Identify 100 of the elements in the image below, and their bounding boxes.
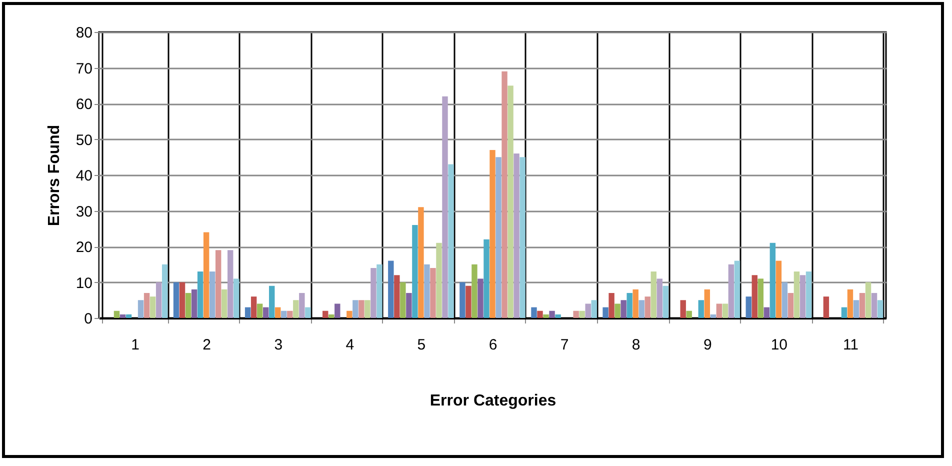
bar — [460, 282, 466, 318]
bar — [215, 250, 222, 318]
bar — [520, 157, 526, 318]
bar — [203, 232, 210, 318]
bar — [508, 86, 514, 318]
bar — [746, 296, 752, 318]
x-tick-label: 2 — [202, 336, 211, 354]
y-tick-label: 20 — [76, 239, 92, 256]
bar — [173, 282, 180, 318]
bar — [847, 289, 854, 318]
bar — [293, 300, 299, 318]
bar — [394, 275, 400, 318]
y-tick-label: 80 — [76, 24, 92, 42]
bar — [228, 250, 234, 318]
bar — [579, 310, 585, 318]
bar — [871, 292, 878, 318]
bar — [256, 304, 263, 318]
bar — [656, 278, 662, 318]
bar — [179, 282, 186, 318]
bar — [632, 289, 638, 318]
y-tick-label: 10 — [76, 274, 92, 292]
bar — [120, 314, 126, 318]
bar — [346, 310, 352, 318]
bar — [823, 296, 830, 318]
y-axis-title: Errors Found — [46, 124, 63, 226]
bar — [752, 275, 758, 318]
bar — [244, 307, 251, 318]
bar — [156, 282, 162, 318]
bar — [585, 304, 591, 318]
bar — [686, 310, 692, 318]
bar — [496, 157, 502, 318]
bar — [406, 292, 412, 318]
bar — [138, 300, 144, 318]
y-tick-label: 30 — [76, 203, 92, 220]
bar — [680, 300, 686, 318]
bar — [806, 272, 812, 318]
bar — [865, 282, 872, 318]
bar — [650, 272, 656, 318]
x-tick-label: 7 — [560, 336, 569, 354]
bar — [788, 292, 794, 318]
bar — [430, 268, 436, 318]
bar — [698, 300, 704, 318]
bar — [853, 300, 860, 318]
bar — [555, 314, 561, 318]
bar — [537, 310, 543, 318]
x-tick-label: 6 — [488, 336, 498, 354]
bar — [704, 289, 710, 318]
bar — [268, 286, 275, 318]
bar — [794, 272, 800, 318]
bar — [185, 292, 192, 318]
bar — [728, 264, 734, 318]
bar — [358, 300, 364, 318]
x-tick-label: 11 — [842, 336, 859, 354]
bar — [234, 278, 240, 318]
bar — [608, 292, 614, 318]
bar — [758, 278, 764, 318]
bar — [162, 264, 168, 318]
x-tick-label: 5 — [417, 336, 426, 354]
bar — [305, 307, 311, 318]
bar — [448, 164, 454, 318]
bar — [388, 260, 394, 318]
bar — [209, 272, 216, 318]
bar — [191, 289, 198, 318]
bar — [710, 314, 716, 318]
bar — [478, 278, 484, 318]
y-tick-label: 70 — [76, 60, 92, 78]
bar — [490, 150, 496, 318]
bar — [400, 282, 406, 318]
x-tick-label: 4 — [346, 336, 354, 354]
y-tick-label: 60 — [76, 96, 92, 113]
bar — [502, 71, 508, 318]
bar — [770, 242, 776, 318]
bar — [877, 300, 884, 318]
bar — [734, 260, 740, 318]
y-tick-label: 40 — [76, 168, 92, 184]
bar — [472, 264, 478, 318]
bar — [716, 304, 722, 318]
x-tick-label: 9 — [703, 336, 712, 354]
bar — [287, 310, 293, 318]
bar — [644, 296, 650, 318]
bar — [370, 268, 376, 318]
x-tick-label: 3 — [274, 336, 283, 354]
bar — [197, 272, 204, 318]
bar — [281, 310, 287, 318]
bar — [764, 307, 770, 318]
bar — [328, 314, 334, 318]
bar — [722, 304, 728, 318]
bar — [782, 282, 788, 318]
bar — [436, 242, 442, 318]
bar — [424, 264, 430, 318]
bar — [591, 300, 597, 318]
bar — [531, 307, 537, 318]
y-tick-label: 50 — [76, 132, 92, 149]
bar — [376, 264, 382, 318]
bar — [776, 260, 782, 318]
bar — [250, 296, 257, 318]
bar — [412, 225, 418, 318]
bar — [144, 292, 150, 318]
x-tick-label: 1 — [131, 336, 140, 354]
bar — [418, 207, 424, 318]
